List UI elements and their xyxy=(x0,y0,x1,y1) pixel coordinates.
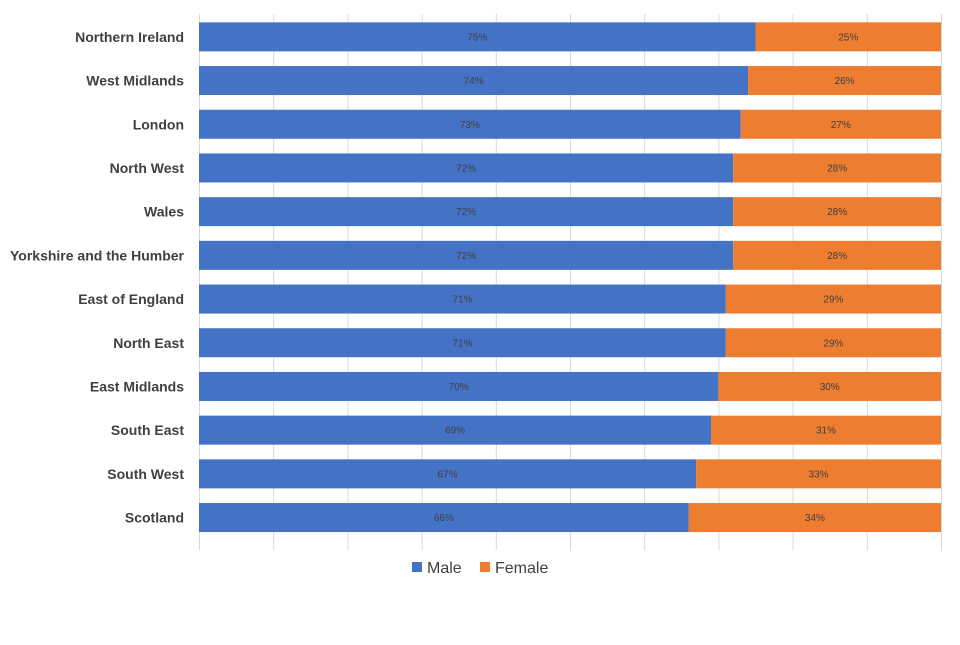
data-label-male: 75% xyxy=(467,32,487,43)
bar-female-north-east xyxy=(725,328,941,358)
bar-male-northern-ireland xyxy=(199,22,756,52)
bar-female-north-west xyxy=(733,153,941,183)
category-label: South West xyxy=(107,466,184,482)
category-label: South East xyxy=(111,422,184,438)
legend-swatch-male xyxy=(412,562,422,572)
data-label-female: 29% xyxy=(823,338,843,349)
bar-female-yorkshire-and-the-humber xyxy=(733,240,941,270)
bar-female-west-midlands xyxy=(748,66,941,96)
bar-female-east-of-england xyxy=(725,284,941,314)
bar-male-east-of-england xyxy=(199,284,726,314)
legend: Male Female xyxy=(412,560,548,577)
data-label-female: 26% xyxy=(835,76,855,87)
bar-male-london xyxy=(199,109,741,139)
category-label: Yorkshire and the Humber xyxy=(10,247,185,263)
bar-female-london xyxy=(740,109,941,139)
category-label: North East xyxy=(113,335,184,351)
category-label: London xyxy=(133,116,184,132)
data-label-female: 29% xyxy=(823,295,843,306)
bar-male-wales xyxy=(199,197,734,227)
category-labels: Northern Ireland West Midlands London North… xyxy=(10,29,185,526)
data-label-female: 27% xyxy=(831,120,851,131)
category-label: Wales xyxy=(144,204,184,220)
bar-male-west-midlands xyxy=(199,66,749,96)
bar-female-wales xyxy=(733,197,941,227)
bar-female-south-east xyxy=(710,415,941,445)
data-label-female: 33% xyxy=(809,469,829,480)
data-label-male: 72% xyxy=(456,251,476,262)
bar-female-northern-ireland xyxy=(755,22,941,52)
category-label: East Midlands xyxy=(90,378,184,394)
category-label: East of England xyxy=(78,291,184,307)
data-label-male: 74% xyxy=(464,76,484,87)
data-label-female: 28% xyxy=(827,163,847,174)
data-label-male: 73% xyxy=(460,120,480,131)
data-label-female: 30% xyxy=(820,382,840,393)
legend-label-female: Female xyxy=(495,560,548,577)
data-label-female: 31% xyxy=(816,426,836,437)
legend-swatch-female xyxy=(480,562,490,572)
bar-male-north-west xyxy=(199,153,734,183)
category-label: Northern Ireland xyxy=(75,29,184,45)
data-label-male: 69% xyxy=(445,426,465,437)
category-label: North West xyxy=(110,160,185,176)
bar-female-scotland xyxy=(688,503,941,533)
bar-male-yorkshire-and-the-humber xyxy=(199,240,734,270)
category-label: Scotland xyxy=(125,510,184,526)
bar-male-south-west xyxy=(199,459,697,489)
bar-male-east-midlands xyxy=(199,371,719,401)
data-label-female: 34% xyxy=(805,513,825,524)
bar-female-south-west xyxy=(696,459,941,489)
data-label-female: 28% xyxy=(827,251,847,262)
data-label-male: 70% xyxy=(449,382,469,393)
category-label: West Midlands xyxy=(86,73,184,89)
data-label-male: 72% xyxy=(456,163,476,174)
bar-male-scotland xyxy=(199,503,689,533)
data-label-male: 71% xyxy=(452,295,472,306)
data-label-female: 25% xyxy=(838,32,858,43)
data-label-male: 67% xyxy=(438,469,458,480)
data-labels: 75% 25% 74% 26% 73% 27% 72% 28% 72% 28% 72% 28% 71% 2… xyxy=(434,32,859,524)
legend-label-male: Male xyxy=(427,560,462,577)
data-label-male: 66% xyxy=(434,513,454,524)
data-label-male: 72% xyxy=(456,207,476,218)
data-label-male: 71% xyxy=(452,338,472,349)
bar-male-south-east xyxy=(199,415,711,445)
data-label-female: 28% xyxy=(827,207,847,218)
bar-female-east-midlands xyxy=(718,371,941,401)
bars xyxy=(199,22,941,533)
bar-male-north-east xyxy=(199,328,726,358)
